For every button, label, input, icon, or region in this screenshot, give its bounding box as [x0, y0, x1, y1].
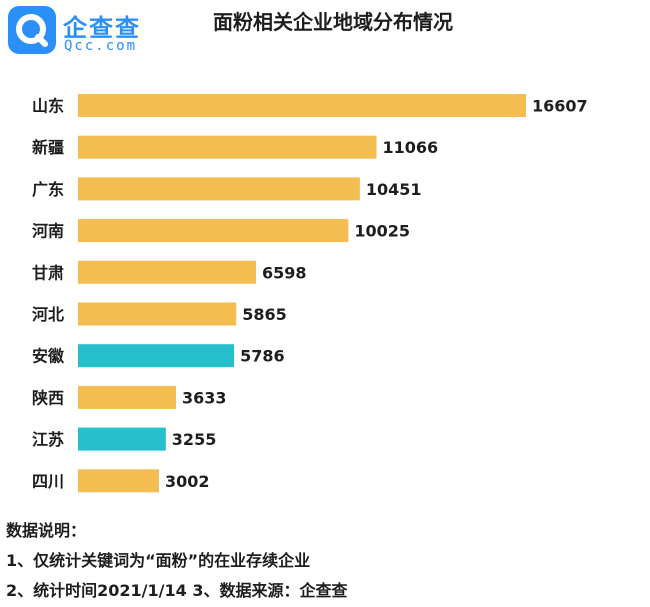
category-label: 安徽: [32, 347, 65, 366]
bar: [78, 219, 349, 243]
bar: [78, 344, 235, 368]
bar: [78, 385, 176, 409]
chart-title: 面粉相关企业地域分布情况: [213, 10, 453, 34]
category-label: 河北: [32, 305, 64, 324]
notes-line-1: 1、仅统计关键词为“面粉”的在业存续企业: [6, 551, 311, 570]
category-label: 河南: [32, 222, 64, 241]
qcc-logo: 企查查 Qcc.com: [8, 6, 148, 56]
category-label: 陕西: [32, 388, 64, 407]
value-label: 10451: [366, 180, 422, 199]
logo-domain: Qcc.com: [64, 38, 138, 54]
notes-line-2: 2、统计时间2021/1/14 3、数据来源：企查查: [6, 581, 348, 600]
bar: [78, 177, 360, 201]
category-label: 山东: [32, 97, 64, 116]
notes-heading: 数据说明：: [6, 521, 87, 540]
category-label: 江苏: [32, 430, 64, 449]
value-label: 5865: [242, 305, 287, 324]
bar: [78, 135, 377, 159]
data-notes: 数据说明： 1、仅统计关键词为“面粉”的在业存续企业 2、统计时间2021/1/…: [6, 517, 347, 607]
bar-chart: 山东 16607 新疆 11066 广东 10451 河南 10025 甘肃 6598 河北 5865…: [32, 94, 588, 493]
category-label: 甘肃: [32, 263, 64, 282]
category-label: 四川: [32, 472, 64, 491]
bar: [78, 260, 256, 284]
value-label: 3633: [182, 388, 227, 407]
bar: [78, 427, 166, 451]
value-label: 5786: [240, 347, 285, 366]
category-label: 广东: [32, 180, 64, 199]
value-label: 3255: [172, 430, 217, 449]
bar: [78, 469, 159, 493]
logo-name: 企查查: [63, 14, 141, 42]
qcc-magnifier-icon: [8, 6, 56, 54]
value-label: 11066: [383, 138, 439, 157]
value-label: 6598: [262, 263, 307, 282]
value-label: 10025: [354, 222, 410, 241]
bar: [78, 302, 237, 326]
category-label: 新疆: [32, 138, 64, 157]
bar: [78, 94, 526, 117]
value-label: 3002: [165, 472, 210, 491]
value-label: 16607: [532, 97, 588, 116]
